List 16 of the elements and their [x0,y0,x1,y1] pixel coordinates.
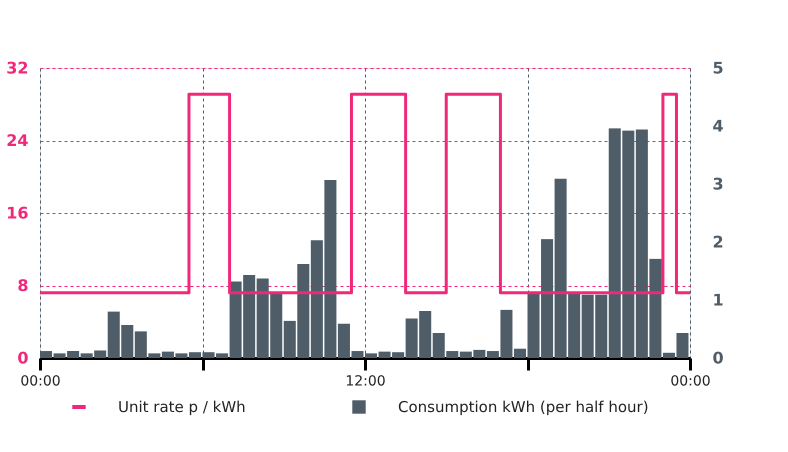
x-tick-label: 12:00 [345,374,386,390]
x-tick-label: 00:00 [670,374,711,390]
y2-tick-label: 0 [712,348,724,368]
y-tick-label: 0 [17,348,28,368]
y-tick-label: 8 [17,276,28,295]
y2-tick-label: 3 [712,174,724,194]
y2-tick-label: 1 [712,290,724,310]
y2-tick-label: 5 [712,58,724,78]
legend-label: Unit rate p / kWh [118,398,246,416]
legend-label: Consumption kWh (per half hour) [398,398,649,416]
y-tick-label: 24 [6,131,28,150]
y-tick-label: 32 [6,58,28,78]
x-tick-label: 00:00 [20,374,61,390]
y2-tick-label: 4 [712,116,724,136]
y-tick-label: 16 [6,204,28,222]
y2-tick-label: 2 [712,232,724,252]
